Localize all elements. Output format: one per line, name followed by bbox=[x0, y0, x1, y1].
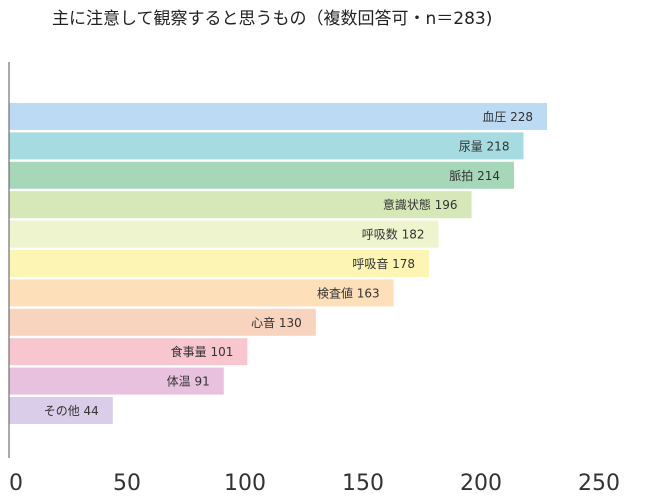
bar-label-2: 脈拍 214 bbox=[449, 168, 500, 183]
x-tick-label-4: 200 bbox=[460, 471, 502, 496]
bar-label-3: 意識状態 196 bbox=[383, 197, 458, 212]
bar-0 bbox=[9, 103, 548, 130]
bar-4 bbox=[9, 220, 439, 248]
bar-labels-group: 血圧 228 尿量 218 脈拍 214 意識状態 196 呼吸数 182 呼吸音 178… bbox=[44, 110, 533, 418]
chart-title: 主に注意して観察すると思うもの（複数回答可・n＝283) bbox=[52, 9, 492, 29]
x-axis-ticks: 0 50 100 150 200 250 bbox=[9, 471, 620, 496]
bar-7 bbox=[9, 308, 316, 336]
bar-label-6: 検査値 163 bbox=[317, 285, 380, 300]
bar-10 bbox=[9, 397, 113, 424]
bar-label-7: 心音 130 bbox=[251, 315, 302, 330]
bar-3 bbox=[9, 191, 472, 219]
bar-6 bbox=[9, 279, 394, 307]
x-tick-label-0: 0 bbox=[9, 471, 23, 496]
bar-label-0: 血圧 228 bbox=[482, 110, 533, 124]
bar-8 bbox=[9, 338, 248, 366]
x-tick-label-2: 100 bbox=[224, 471, 266, 496]
x-tick-label-5: 250 bbox=[578, 471, 620, 496]
bar-9 bbox=[9, 367, 224, 395]
x-tick-label-3: 150 bbox=[342, 471, 384, 496]
bar-label-5: 呼吸音 178 bbox=[352, 256, 415, 271]
bar-label-1: 尿量 218 bbox=[459, 139, 510, 153]
bar-label-9: 体温 91 bbox=[167, 375, 210, 389]
bars-group bbox=[9, 103, 548, 424]
bar-5 bbox=[9, 250, 430, 277]
x-tick-label-1: 50 bbox=[113, 471, 141, 496]
bar-label-10: その他 44 bbox=[44, 404, 99, 418]
bar-label-4: 呼吸数 182 bbox=[362, 227, 425, 242]
bar-2 bbox=[9, 161, 515, 189]
bar-1 bbox=[9, 132, 524, 160]
bar-label-8: 食事量 101 bbox=[171, 344, 234, 359]
